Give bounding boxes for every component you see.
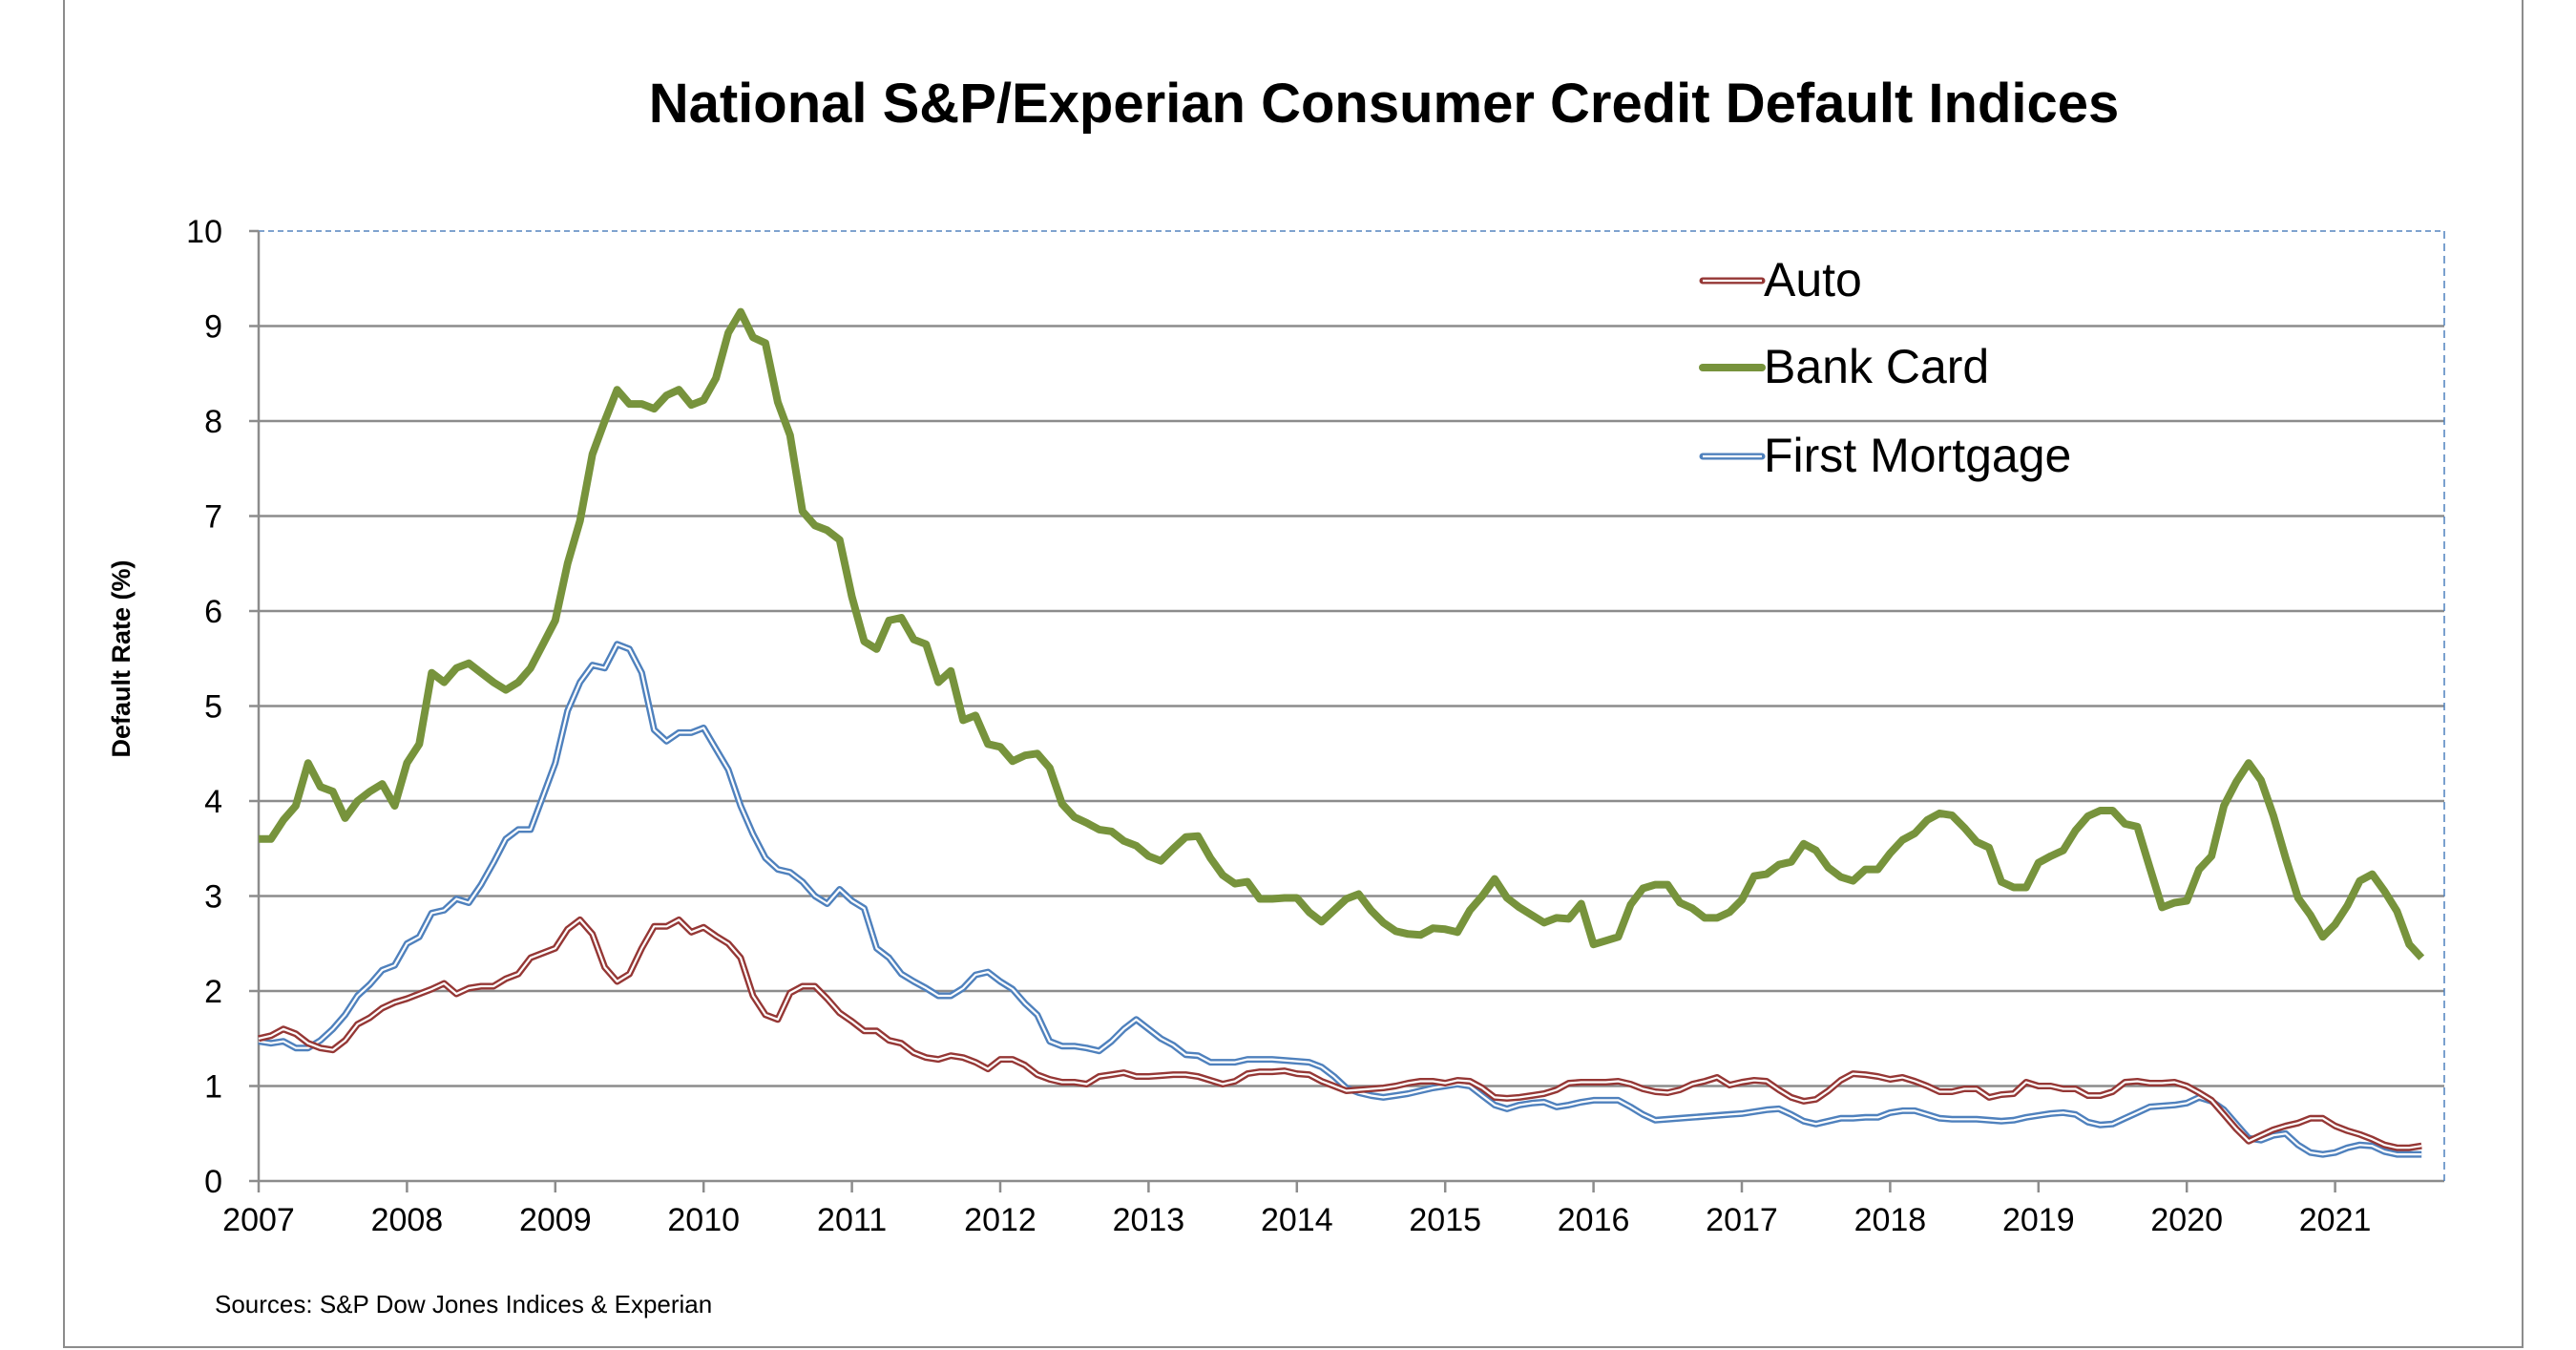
gridlines — [257, 230, 2445, 1183]
x-tick-label: 2014 — [1261, 1202, 1333, 1238]
series-line-inner-first-mortgage — [258, 643, 2422, 1156]
y-tick-label: 8 — [204, 404, 222, 440]
legend-label: First Mortgage — [1764, 429, 2071, 482]
x-tick-label: 2008 — [371, 1202, 444, 1238]
x-tick-label: 2020 — [2150, 1202, 2223, 1238]
y-tick-label: 5 — [204, 689, 222, 726]
y-tick-label: 1 — [204, 1069, 222, 1106]
legend-item-first-mortgage: First Mortgage — [1699, 429, 2071, 482]
y-tick-label: 4 — [204, 784, 222, 820]
y-axis-label: Default Rate (%) — [107, 559, 136, 757]
series-line-auto — [258, 916, 2422, 1151]
series-line-first-mortgage — [258, 641, 2422, 1158]
x-tick-label: 2019 — [2002, 1202, 2075, 1238]
y-tick-label: 3 — [204, 879, 222, 916]
legend-label: Auto — [1764, 253, 1862, 306]
y-tick-label: 6 — [204, 594, 222, 630]
x-tick-label: 2013 — [1113, 1202, 1185, 1238]
x-tick-label: 2021 — [2299, 1202, 2372, 1238]
x-tick-label: 2012 — [964, 1202, 1037, 1238]
x-tick-label: 2016 — [1558, 1202, 1630, 1238]
y-axis-ticks: 0 1 2 3 4 5 6 7 8 9 10 — [186, 214, 259, 1200]
y-tick-label: 9 — [204, 309, 222, 346]
chart-title: National S&P/Experian Consumer Credit De… — [649, 73, 2120, 135]
x-tick-label: 2007 — [222, 1202, 295, 1238]
y-tick-label: 0 — [204, 1164, 222, 1200]
legend-item-auto: Auto — [1699, 253, 1862, 306]
series-auto — [258, 916, 2422, 1151]
x-tick-label: 2011 — [817, 1202, 887, 1238]
legend: Auto Bank Card First Mortgage — [1699, 253, 2071, 482]
y-tick-label: 2 — [204, 974, 222, 1010]
series-lines — [258, 307, 2425, 1158]
legend-item-bank-card: Bank Card — [1699, 340, 1989, 393]
x-tick-label: 2018 — [1854, 1202, 1927, 1238]
y-tick-label: 7 — [204, 499, 222, 536]
series-bank-card — [259, 307, 2425, 960]
x-tick-label: 2010 — [667, 1202, 740, 1238]
x-axis-ticks: 2007 2008 2009 2010 2011 2012 2013 2014 2015 2016… — [222, 1181, 2371, 1238]
series-first-mortgage — [258, 641, 2422, 1158]
chart-frame — [63, 0, 2524, 1348]
x-tick-label: 2017 — [1706, 1202, 1778, 1238]
y-tick-label: 10 — [186, 214, 222, 250]
x-tick-label: 2015 — [1409, 1202, 1481, 1238]
series-line-inner-auto — [258, 918, 2422, 1150]
series-line-bank-card — [259, 307, 2425, 960]
source-note: Sources: S&P Dow Jones Indices & Experia… — [215, 1290, 712, 1318]
x-tick-label: 2009 — [519, 1202, 592, 1238]
legend-label: Bank Card — [1764, 340, 1989, 393]
